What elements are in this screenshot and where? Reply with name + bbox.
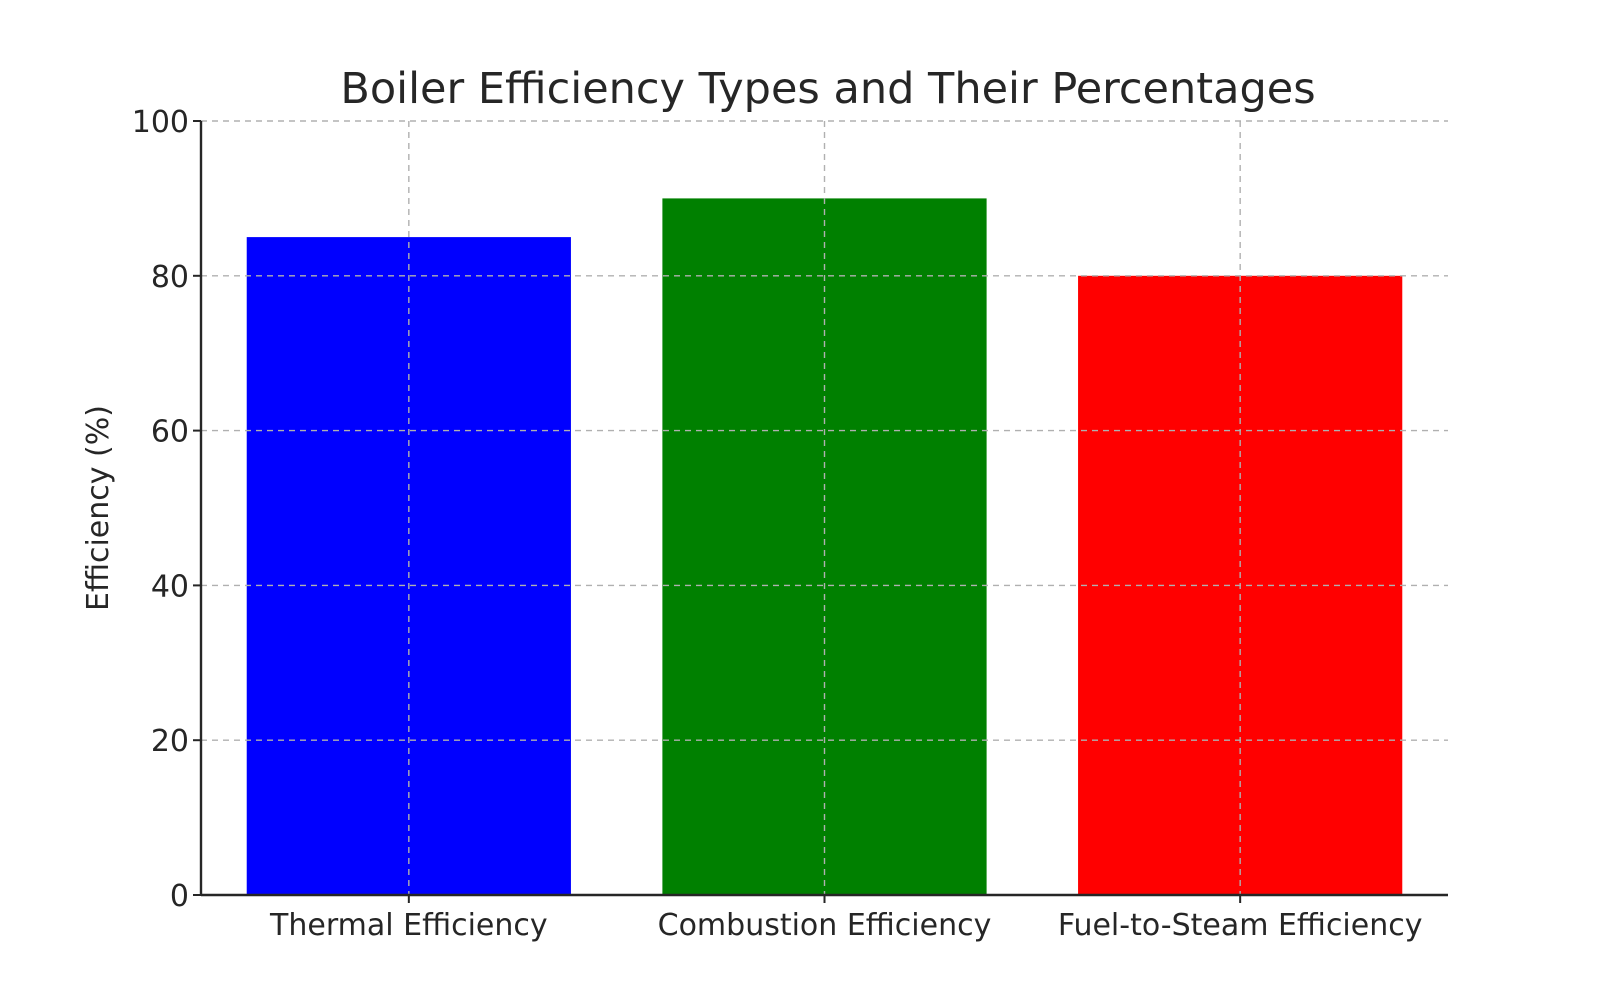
y-tick-label: 0 <box>170 879 189 914</box>
y-tick-label: 100 <box>132 105 189 140</box>
chart-title: Boiler Efficiency Types and Their Percen… <box>340 64 1315 114</box>
tick-label-layer: 0 20 40 60 80 100 Thermal Efficiency Combustion… <box>132 105 1423 943</box>
y-tick-label: 80 <box>151 260 189 295</box>
axis-layer <box>193 120 1448 903</box>
bar <box>662 198 987 895</box>
x-tick-label: Combustion Efficiency <box>658 908 992 943</box>
y-tick-label: 60 <box>151 415 189 450</box>
y-axis-label: Efficiency (%) <box>81 405 116 611</box>
x-tick-label: Fuel-to-Steam Efficiency <box>1058 908 1423 943</box>
y-tick-label: 20 <box>151 724 189 759</box>
y-tick-label: 40 <box>151 569 189 604</box>
x-tick-label: Thermal Efficiency <box>269 908 548 943</box>
